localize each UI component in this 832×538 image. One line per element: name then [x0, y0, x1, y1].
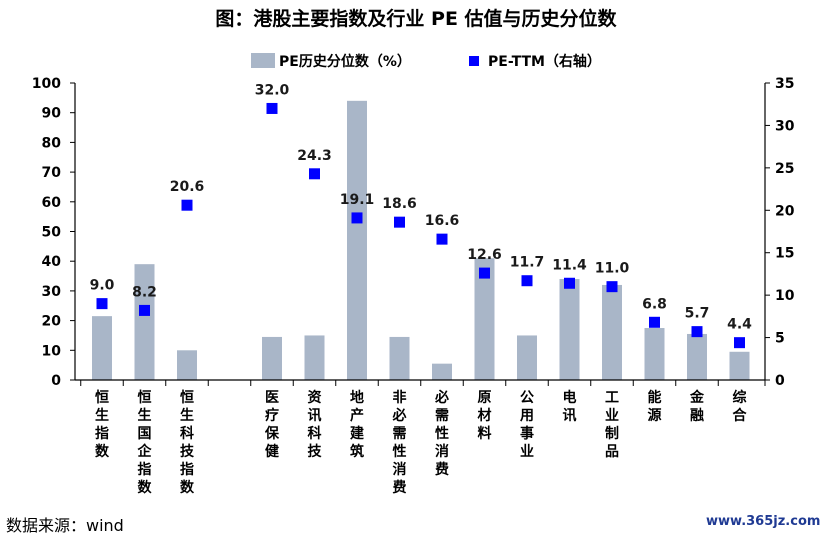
marker	[479, 267, 490, 279]
bar	[687, 333, 707, 380]
x-tick-label: 工业制品	[605, 390, 619, 460]
bar	[559, 279, 580, 380]
labels: 9.0 8.2 20.6 32.0 24.3 19.1 18.6 16.6 12.6 11.7 11…	[90, 82, 753, 332]
bar	[177, 350, 197, 380]
data-label: 11.4	[552, 257, 587, 273]
marker	[139, 304, 150, 316]
right-tick-label: 30	[775, 118, 795, 134]
right-tick-label: 15	[775, 246, 794, 262]
data-label: 32.0	[255, 82, 290, 98]
right-tick-label: 5	[775, 331, 785, 347]
x-tick-label: 非必需性消费	[392, 389, 407, 496]
x-tick-label: 公用事业	[520, 390, 534, 460]
x-tick-label: 医疗保健	[264, 390, 280, 460]
x-tick-label: 能源	[648, 389, 662, 424]
markers	[96, 102, 745, 349]
right-tick-label: 0	[775, 373, 785, 389]
marker	[606, 281, 618, 293]
x-tick-label: 必需性消费	[434, 389, 449, 478]
left-tick-label: 100	[32, 76, 61, 92]
bar	[729, 351, 750, 380]
x-tick-label: 金融	[689, 389, 705, 424]
left-tick-label: 50	[42, 225, 62, 241]
watermark: www.365jz.com	[706, 514, 821, 529]
marker	[96, 298, 108, 310]
data-label: 11.7	[510, 255, 545, 271]
left-tick-label: 30	[42, 284, 62, 300]
data-label: 20.6	[170, 179, 205, 195]
bar	[304, 335, 325, 380]
right-tick-label: 20	[775, 203, 795, 219]
bar	[389, 336, 410, 380]
data-label: 6.8	[642, 296, 667, 312]
data-label: 9.0	[90, 278, 115, 294]
bar	[474, 258, 495, 380]
marker	[691, 326, 703, 338]
bars	[92, 100, 750, 380]
left-tick-label: 10	[42, 343, 62, 359]
left-tick-label: 20	[42, 314, 62, 330]
legend-swatch-bar	[251, 53, 275, 68]
legend-swatch-marker	[469, 56, 479, 66]
left-tick-label: 80	[42, 135, 62, 151]
right-tick-label: 35	[775, 76, 794, 92]
bar	[644, 328, 665, 380]
marker	[394, 216, 405, 228]
source-note: 数据来源：wind	[6, 516, 124, 535]
axes: 0 10 20 30 40 50 60 70 80 90 100 0 5 10 15 20 25 30 35 恒生指数…	[32, 76, 795, 496]
data-label: 5.7	[685, 306, 710, 322]
x-tick-label: 原材料	[478, 390, 492, 442]
x-tick-label: 综合	[733, 389, 748, 424]
right-tick-label: 25	[775, 161, 794, 177]
x-tick-label: 资讯科技	[308, 389, 323, 460]
x-tick-label: 电讯	[563, 389, 577, 424]
bar	[432, 363, 452, 380]
left-tick-label: 70	[42, 165, 62, 181]
marker	[266, 102, 278, 114]
right-tick-label: 10	[775, 288, 795, 304]
left-tick-label: 0	[51, 373, 61, 389]
bar	[92, 316, 112, 380]
left-tick-label: 60	[42, 195, 62, 211]
marker	[649, 316, 660, 328]
legend-label-bar: PE历史分位数（%）	[279, 53, 411, 70]
data-label: 12.6	[467, 247, 502, 263]
x-tick-label: 地产建筑	[350, 389, 364, 460]
marker	[181, 199, 193, 211]
left-tick-label: 40	[42, 254, 62, 270]
x-tick-label: 恒生科技指数	[180, 389, 195, 496]
left-tick-label: 90	[42, 106, 62, 122]
bar	[134, 264, 155, 380]
x-tick-label: 恒生指数	[95, 389, 110, 460]
data-label: 19.1	[340, 192, 375, 208]
bar	[517, 335, 537, 380]
legend: PE历史分位数（%） PE-TTM（右轴）	[251, 53, 601, 70]
marker	[734, 337, 745, 349]
marker	[436, 233, 448, 245]
marker	[564, 277, 575, 289]
bar	[602, 284, 622, 380]
bar	[347, 100, 367, 380]
marker	[521, 275, 533, 287]
x-tick-label: 恒生国企指数	[137, 389, 153, 496]
marker	[351, 212, 363, 224]
data-label: 8.2	[132, 284, 157, 300]
chart-title: 图：港股主要指数及行业 PE 估值与历史分位数	[215, 8, 617, 30]
marker	[309, 168, 320, 180]
legend-label-marker: PE-TTM（右轴）	[488, 53, 601, 70]
data-label: 16.6	[425, 213, 460, 229]
data-label: 11.0	[595, 261, 630, 277]
data-label: 18.6	[382, 196, 417, 212]
bar	[262, 336, 282, 380]
data-label: 24.3	[297, 148, 332, 164]
data-label: 4.4	[727, 317, 752, 333]
